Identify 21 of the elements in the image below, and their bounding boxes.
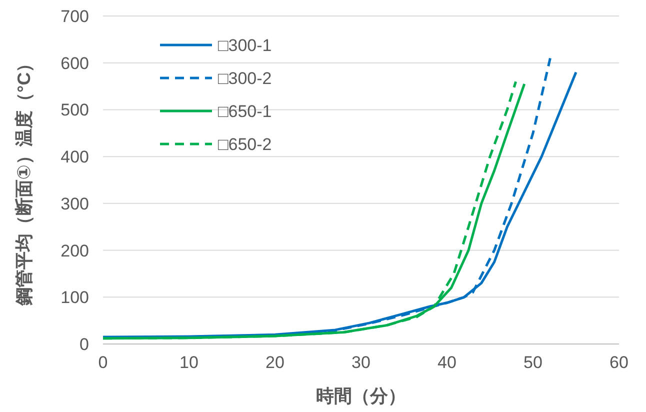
x-tick-label: 20: [266, 353, 284, 372]
legend-label: □300-2: [218, 69, 272, 88]
y-tick-label: 700: [60, 7, 89, 26]
x-tick-label: 60: [610, 353, 628, 372]
y-tick-label: 400: [60, 148, 89, 167]
y-tick-label: 0: [80, 335, 89, 354]
y-tick-label: 600: [60, 54, 89, 73]
x-tick-label: 50: [524, 353, 542, 372]
y-tick-label: 300: [60, 194, 89, 214]
x-tick-label: 30: [352, 353, 370, 372]
legend-label: □300-1: [218, 36, 272, 55]
x-axis-title: 時間（分）: [316, 386, 406, 406]
x-tick-label: 0: [98, 353, 108, 372]
legend-label: □650-1: [218, 102, 272, 121]
x-tick-label: 40: [438, 353, 456, 372]
y-tick-label: 100: [60, 288, 89, 308]
y-tick-label: 200: [60, 241, 89, 260]
y-tick-label: 500: [60, 100, 89, 120]
x-tick-label: 10: [180, 353, 198, 372]
y-axis-title: 鋼管平均（断面①）温度（°C）: [14, 54, 34, 307]
legend-label: □650-2: [218, 135, 272, 154]
